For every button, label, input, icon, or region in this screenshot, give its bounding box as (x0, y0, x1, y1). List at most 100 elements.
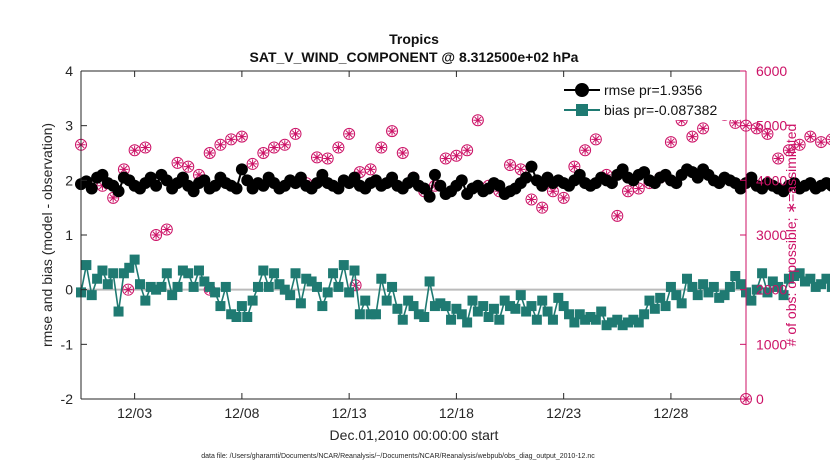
obs-possible-point (611, 209, 624, 222)
bias-point (472, 306, 483, 317)
bias-point (478, 301, 489, 312)
bias-point (118, 268, 129, 279)
obs-assimilated-point (591, 134, 601, 144)
bias-point (805, 273, 816, 284)
bias-point (649, 303, 660, 314)
bias-point (145, 281, 156, 292)
rmse-point (455, 174, 468, 187)
obs-assimilated-point (140, 143, 150, 153)
bias-point (462, 317, 473, 328)
obs-assimilated-point (248, 159, 258, 169)
bias-point (360, 295, 371, 306)
bias-point (553, 292, 564, 303)
bias-point (767, 276, 778, 287)
bias-point (612, 314, 623, 325)
obs-possible-point (203, 147, 216, 159)
obs-assimilated-point (280, 140, 290, 150)
obs-assimilated-point (355, 167, 365, 177)
y2-axis-label: # of obs: o=possible; ∗=assimilated (783, 124, 799, 347)
rmse-series (75, 160, 830, 203)
bias-point (510, 303, 521, 314)
bias-point (419, 312, 430, 322)
obs-possible-point (289, 127, 302, 140)
bias-point (542, 306, 553, 317)
bias-point (183, 268, 194, 279)
obs-assimilated-point (130, 145, 140, 155)
bias-point (290, 268, 301, 279)
bias-point (167, 290, 178, 301)
bias-point (537, 295, 548, 306)
rmse-point (235, 163, 248, 176)
chart-title: Tropics (389, 31, 439, 47)
obs-assimilated-point (526, 194, 536, 204)
obs-assimilated-point (205, 148, 215, 158)
bias-point (488, 303, 499, 314)
obs-assimilated-point (269, 143, 279, 153)
bias-point (596, 306, 607, 317)
obs-assimilated-point (730, 118, 740, 128)
bias-point (81, 260, 92, 271)
obs-assimilated-point (344, 129, 354, 139)
bias-point (263, 281, 274, 292)
obs-assimilated-point (258, 148, 268, 158)
bias-point (102, 279, 113, 290)
bias-point (676, 298, 687, 309)
bias-point (129, 254, 140, 265)
bias-point (789, 271, 800, 281)
bias-point (708, 281, 719, 292)
obs-assimilated-point (398, 148, 408, 158)
y2-tick-label: 4000 (756, 172, 787, 188)
bias-point (274, 279, 285, 290)
obs-possible-point (697, 122, 710, 135)
bias-point (724, 281, 735, 292)
bias-point (333, 281, 344, 292)
bias-point (794, 268, 805, 279)
obs-possible-point (568, 160, 581, 173)
obs-assimilated-point (387, 126, 397, 136)
obs-possible-point (332, 141, 345, 154)
obs-assimilated-point (473, 115, 483, 125)
obs-assimilated-point (698, 123, 708, 133)
obs-possible-point (182, 160, 195, 173)
bias-point (665, 281, 676, 292)
obs-assimilated-point (151, 230, 161, 240)
bias-point (671, 290, 682, 301)
bias-point (569, 317, 580, 328)
obs-assimilated-point (752, 123, 762, 133)
y-tick-label: -2 (61, 391, 74, 407)
bias-point (639, 309, 650, 320)
obs-assimilated-point (183, 162, 193, 172)
obs-possible-point (471, 114, 484, 127)
chart-subtitle: SAT_V_WIND_COMPONENT @ 8.312500e+02 hPa (250, 49, 579, 65)
obs-possible-point (825, 133, 830, 146)
obs-assimilated-point (194, 170, 204, 180)
legend-bias-label: bias pr=-0.087382 (604, 102, 717, 118)
obs-assimilated-point (366, 164, 376, 174)
obs-assimilated-point (441, 153, 451, 163)
x-tick-label: 12/18 (439, 405, 474, 421)
y-axis-label: rmse and bias (model - observation) (39, 123, 55, 347)
obs-possible-point (235, 130, 248, 143)
obs-possible-point (461, 144, 474, 157)
obs-possible-point (772, 152, 785, 165)
obs-assimilated-point (291, 129, 301, 139)
obs-possible-point (214, 138, 227, 151)
rmse-point (525, 160, 538, 173)
bias-point (424, 276, 435, 287)
bias-point (193, 265, 204, 276)
rmse-point (230, 182, 243, 195)
bias-point (247, 295, 258, 306)
bias-point (692, 290, 703, 301)
obs-possible-point (804, 130, 817, 143)
obs-assimilated-point (226, 134, 236, 144)
bias-point (188, 281, 199, 292)
legend-box (560, 78, 740, 120)
bias-point (623, 317, 634, 328)
obs-assimilated-point (623, 186, 633, 196)
legend-rmse-label: rmse pr=1.9356 (604, 82, 703, 98)
bias-point (279, 284, 290, 295)
obs-possible-point (343, 127, 356, 140)
bias-point (236, 301, 247, 312)
bias-point (210, 287, 221, 298)
bias-point (242, 312, 253, 322)
